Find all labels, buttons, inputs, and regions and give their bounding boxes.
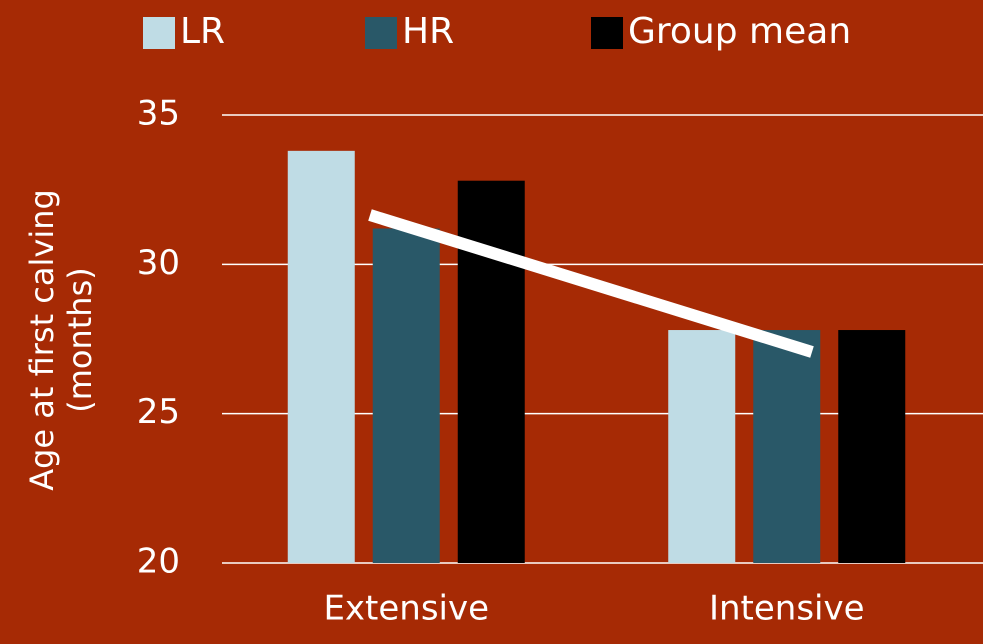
bar — [838, 330, 906, 563]
trend-annotation — [368, 209, 814, 358]
x-tick-label: Extensive — [323, 589, 489, 629]
plot-area: 20 25 30 35 Extensive Intensive LR HR Group mean — [137, 11, 983, 629]
x-tick-label: Intensive — [709, 589, 865, 629]
y-tick-label: 20 — [137, 542, 180, 582]
y-tick-label: 25 — [137, 392, 180, 432]
y-tick-label: 35 — [137, 94, 180, 134]
legend-swatch — [365, 17, 397, 49]
bar — [457, 180, 525, 563]
bar — [372, 228, 440, 563]
legend-label: LR — [180, 11, 225, 52]
y-axis-label-line: Age at first calving — [23, 189, 61, 491]
bar — [753, 330, 821, 563]
bar — [287, 150, 355, 563]
legend-swatch — [143, 17, 175, 49]
y-axis-label: Age at first calving (months) — [23, 189, 99, 491]
bar — [668, 330, 736, 563]
legend-swatch — [591, 17, 623, 49]
legend-label: Group mean — [628, 11, 851, 52]
legend-label: HR — [402, 11, 454, 52]
y-tick-label: 30 — [137, 243, 180, 283]
y-axis-label-line: (months) — [61, 267, 99, 413]
